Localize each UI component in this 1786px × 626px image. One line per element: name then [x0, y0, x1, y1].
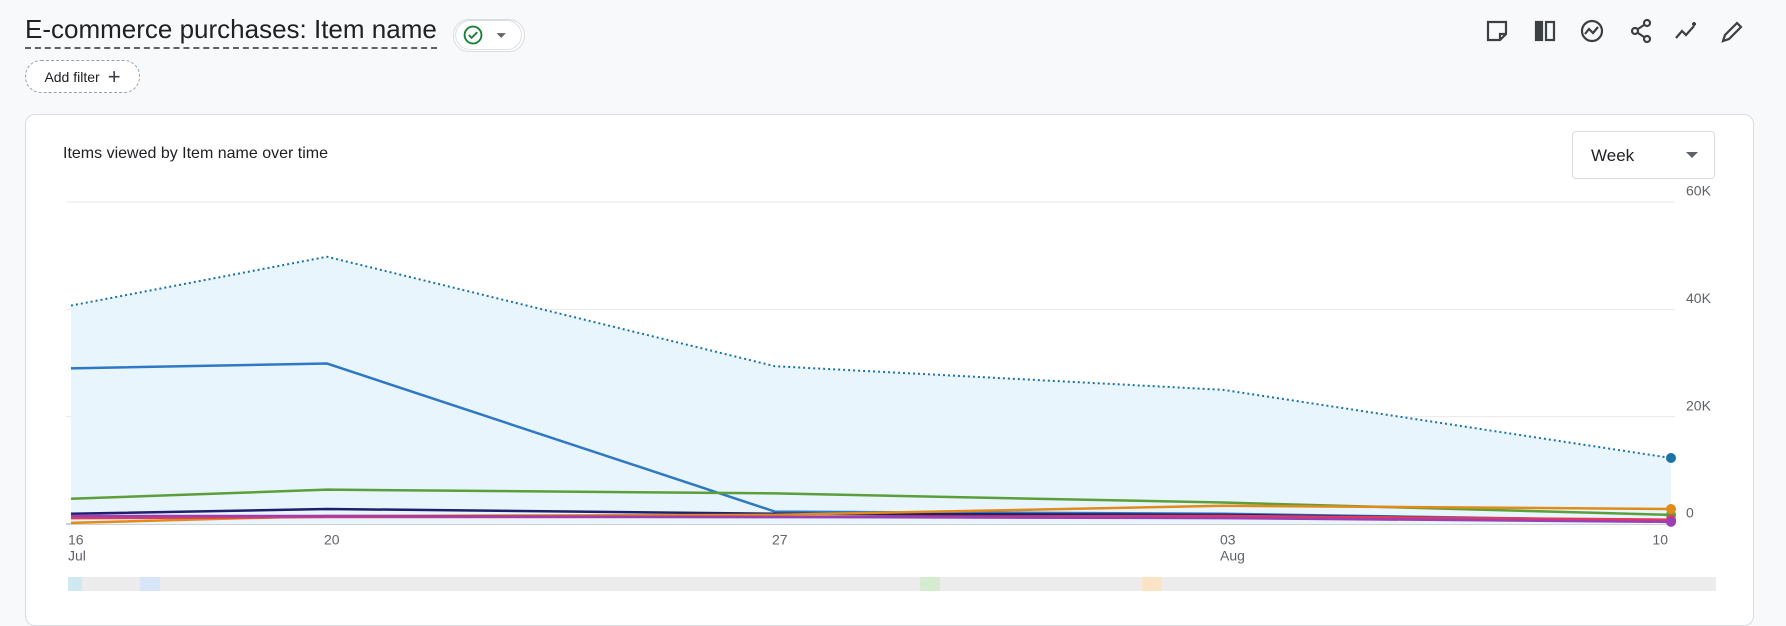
chart: 0 20K 40K 60K 16 20 27 03 10 Jul Aug	[66, 183, 1716, 591]
status-badge[interactable]	[453, 19, 525, 52]
x-month-label: Jul	[68, 548, 86, 564]
plus-icon: +	[107, 63, 121, 89]
report-title: E-commerce purchases: Item name	[25, 14, 437, 49]
x-tick-label: 20	[324, 532, 340, 548]
sparkle-icon[interactable]	[1675, 22, 1696, 39]
x-tick-label: 27	[772, 532, 788, 548]
x-tick-label: 16	[68, 532, 84, 548]
caret	[496, 33, 506, 38]
series-line	[71, 514, 1672, 524]
end-marker	[1666, 503, 1676, 514]
insights-icon[interactable]	[1580, 19, 1604, 43]
area	[71, 256, 1671, 524]
note-icon[interactable]	[1486, 20, 1508, 42]
y-tick-label: 40K	[1686, 290, 1712, 306]
end-marker	[1666, 452, 1676, 463]
edit-icon[interactable]	[1721, 21, 1743, 43]
dropdown-label: Week	[1591, 146, 1635, 165]
x-month-label: Aug	[1220, 548, 1245, 564]
series-line	[70, 255, 1672, 459]
chart-title: Items viewed by Item name over time	[63, 145, 328, 162]
page: E-commerce purchases: Item name Add filt…	[25, 14, 1754, 626]
y-tick-label: 0	[1686, 505, 1694, 521]
granularity-dropdown[interactable]: Week	[1572, 131, 1715, 179]
share-icon[interactable]	[1630, 18, 1652, 44]
add-filter-button[interactable]: Add filter +	[25, 60, 140, 93]
check	[468, 31, 478, 40]
x-tick-label: 03	[1220, 532, 1236, 548]
end-marker	[1666, 516, 1676, 527]
badge-bg	[455, 20, 522, 51]
legend-placeholder	[68, 577, 1716, 591]
dropdown-caret	[1686, 152, 1698, 158]
y-tick-label: 20K	[1686, 397, 1712, 413]
add-filter-label: Add filter	[44, 68, 100, 85]
x-tick-label: 10	[1652, 532, 1668, 548]
check-circle	[463, 25, 483, 45]
toolbar	[1486, 18, 1743, 44]
compare-icon[interactable]	[1534, 20, 1556, 42]
y-tick-label: 60K	[1686, 183, 1712, 199]
